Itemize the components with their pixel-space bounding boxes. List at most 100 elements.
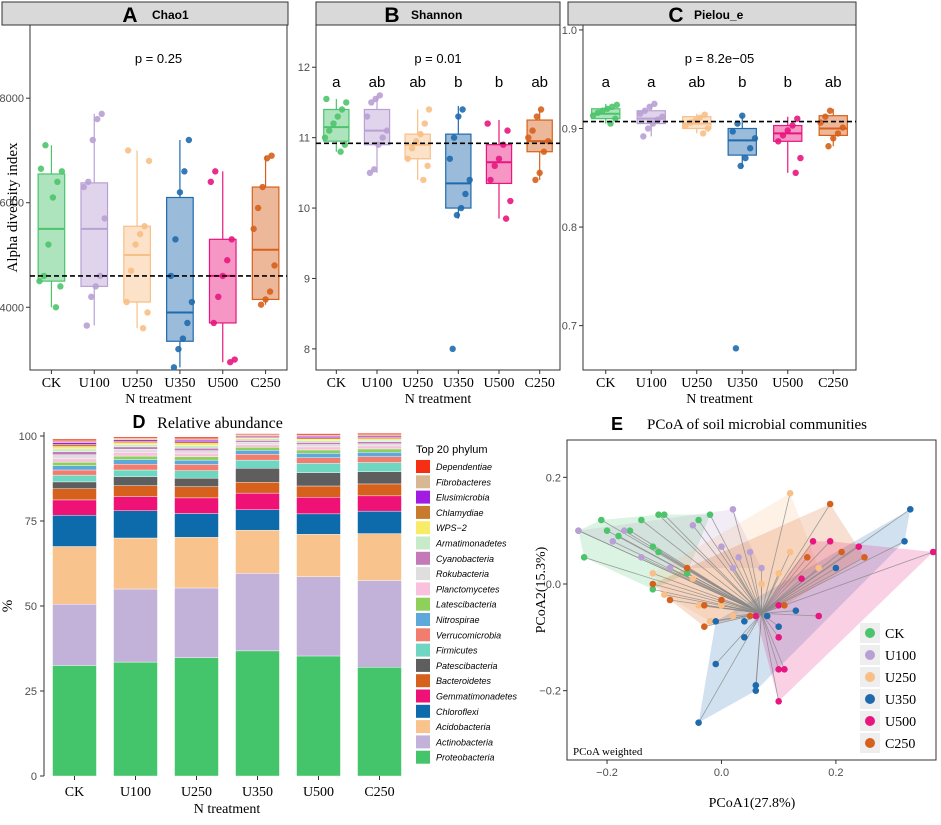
bar-segment-U250-Acidobacteria (174, 537, 219, 589)
point-CK (626, 527, 634, 534)
bar-segment-U350-Rokubacteria (235, 441, 280, 445)
legend-swatch (416, 460, 430, 473)
bar-segment-C250-Chlamydiae (357, 437, 402, 439)
bar-segment-U500-Actinobacteria (296, 576, 341, 657)
data-point (185, 136, 193, 144)
y-tick-label: 50 (25, 601, 37, 613)
bar-segment-U500-Verrucomicrobia (296, 457, 341, 464)
data-point (58, 168, 66, 175)
x-axis-title: N treatment (194, 802, 261, 817)
data-point (487, 176, 494, 184)
data-point (659, 113, 666, 120)
data-point (376, 92, 384, 99)
legend-swatch (416, 689, 430, 703)
spoke (761, 551, 934, 614)
bar-segment-U250-Elusimicrobia (174, 439, 219, 442)
spoke (761, 541, 831, 614)
data-point (83, 322, 90, 329)
bar-segment-C250-Bacteroidetes (357, 483, 402, 497)
bar-segment-U100-Cyanobacteria (113, 446, 158, 450)
legend-swatch (416, 597, 430, 611)
significance-letter: b (454, 74, 462, 91)
box-U350: U350 (164, 136, 195, 391)
bar-segment-C250-WPS−2 (357, 438, 402, 441)
point-U350 (906, 506, 914, 513)
data-point (737, 162, 744, 170)
bar-segment-U100-Armatimonadetes (113, 444, 158, 448)
data-point (404, 155, 411, 162)
spoke (709, 514, 762, 614)
legend-label: Patescibacteria (436, 661, 498, 671)
x-tick-label: CK (42, 376, 61, 391)
data-point (742, 154, 749, 162)
data-point (502, 215, 510, 222)
significance-letter: a (602, 74, 611, 91)
data-point (507, 197, 514, 205)
bar-segment-U350-Actinobacteria (235, 573, 280, 652)
data-point (612, 115, 619, 122)
point-U350 (752, 682, 760, 689)
point-U350 (741, 634, 748, 641)
x-tick-label: C250 (818, 376, 848, 391)
box-U250: U250 (122, 147, 153, 391)
point-U100 (729, 564, 737, 572)
data-point (334, 113, 341, 120)
legend-swatch (416, 674, 430, 688)
bar-segment-C250-Firmicutes (357, 462, 402, 472)
data-point (45, 241, 52, 248)
box-U500: b U500 (772, 74, 804, 391)
x-tick-label: 0.2 (828, 767, 843, 779)
panel-D-stacked-bar: D Relative abundance 0 25 50 75 100% CK U100 U250… (0, 412, 518, 817)
y-tick-label: 0.9 (562, 124, 577, 136)
legend-label: Dependentiae (436, 462, 492, 472)
bar-segment-CK-Elusimicrobia (52, 442, 97, 445)
x-tick-label: CK (327, 376, 346, 391)
spoke (761, 540, 905, 614)
bar-segment-U500-Fibrobacteres (296, 434, 341, 437)
data-point (212, 168, 219, 175)
data-point (739, 112, 746, 119)
plot-border (315, 24, 561, 371)
bar-segment-U350-Dependentiae (235, 433, 280, 435)
legend-swatch (416, 735, 430, 749)
data-point (372, 95, 379, 103)
y-tick-label: 0.8 (562, 222, 577, 234)
data-point (732, 345, 740, 352)
x-tick-label: U250 (681, 376, 712, 391)
bar-segment-U100-Chlamydiae (113, 440, 158, 444)
x-axis-title: N treatment (125, 392, 192, 407)
data-point (231, 356, 238, 363)
x-tick-label: C250 (524, 376, 554, 391)
data-point (830, 135, 837, 142)
spoke (761, 567, 837, 614)
bar-segment-U100-Firmicutes (113, 469, 158, 478)
data-point (613, 101, 621, 109)
panel-A-boxplot: A Chao1 4000 6000 8000 p = 0.25 CK U100 U250 U350… (0, 1, 289, 407)
bar-segment-U250-Planctomycetes (174, 453, 219, 457)
panel-C-boxplot: C Pielou_e 0.7 0.8 0.9 1.0 p = 8.2e−05 a CK a U100… (562, 1, 857, 407)
point-C250 (666, 596, 674, 604)
spoke (641, 519, 762, 614)
data-point (341, 141, 349, 148)
point-U100 (718, 543, 725, 550)
data-point (537, 106, 545, 113)
box-iqr (445, 133, 472, 209)
data-point (457, 204, 465, 212)
point-C250 (746, 612, 754, 620)
point-U100 (689, 522, 697, 529)
data-point (459, 106, 466, 113)
spoke (738, 557, 762, 614)
data-point (215, 293, 222, 301)
x-tick-label: U350 (242, 785, 273, 800)
points (575, 490, 937, 726)
significance-letter: ab (688, 74, 705, 91)
point-U350 (712, 660, 720, 668)
bar-segment-U350-Bacteroidetes (235, 482, 280, 494)
bar-segment-U350-Proteobacteria (235, 650, 280, 777)
legend-label: WPS−2 (436, 523, 467, 533)
bar-segment-U500-Firmicutes (296, 463, 341, 473)
panel-label: A (122, 4, 137, 27)
bar-segment-U500-Chlamydiae (296, 437, 341, 440)
bar-segment-C250-Patescibacteria (357, 471, 402, 485)
point-U250 (815, 564, 823, 572)
